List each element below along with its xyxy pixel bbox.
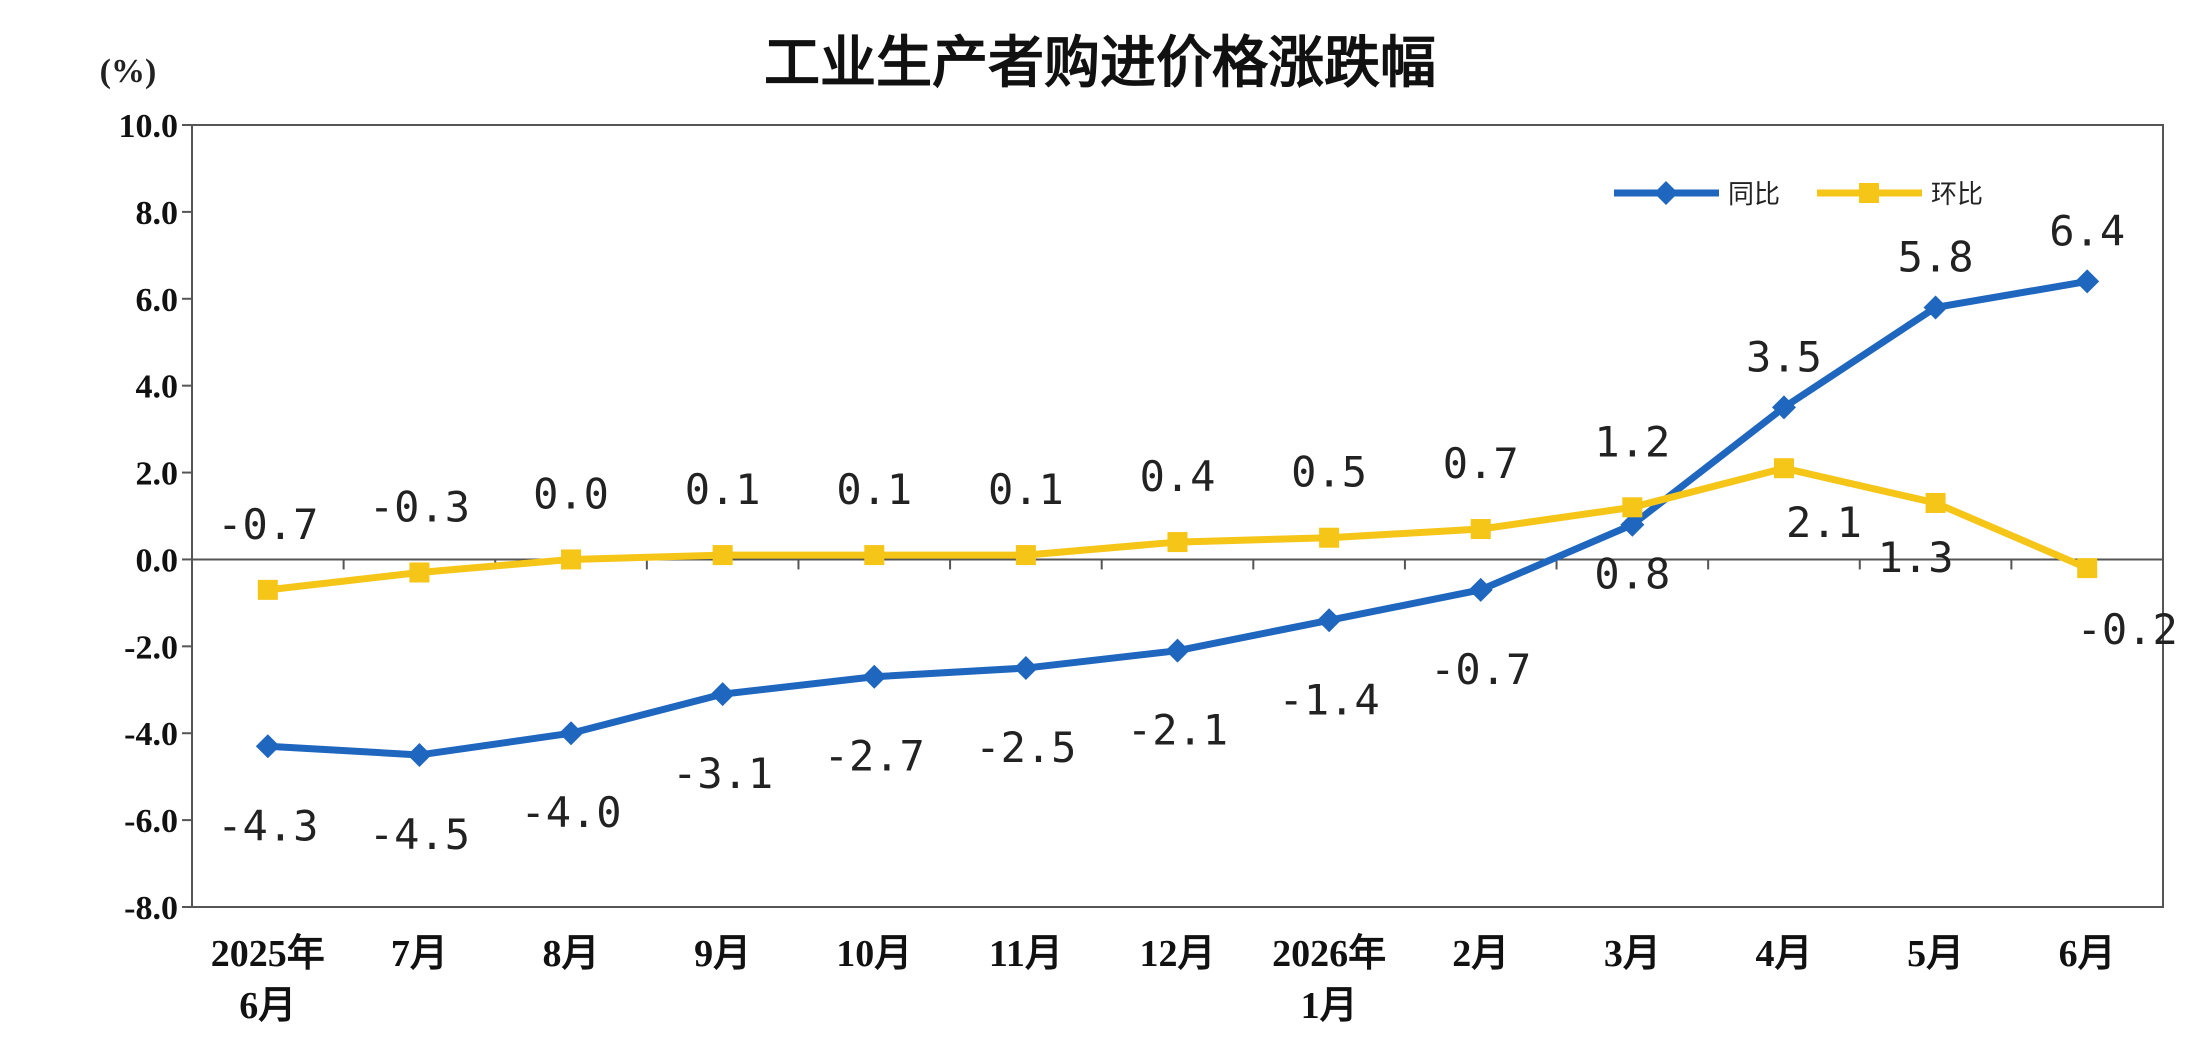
data-point-yoy bbox=[1620, 512, 1645, 537]
data-point-yoy bbox=[710, 682, 735, 707]
x-tick-label: 8月 bbox=[543, 933, 600, 975]
data-label-mom: 0.1 bbox=[685, 465, 761, 514]
plot-frame bbox=[191, 124, 2164, 908]
data-label-yoy: -1.4 bbox=[1279, 675, 1380, 724]
data-point-yoy bbox=[1468, 577, 1493, 602]
y-tick-label: 6.0 bbox=[136, 282, 179, 319]
data-label-yoy: 5.8 bbox=[1898, 232, 1974, 281]
data-point-yoy bbox=[1771, 395, 1796, 420]
x-tick-label: 1月 bbox=[1301, 985, 1358, 1027]
data-point-yoy bbox=[255, 734, 280, 759]
data-label-yoy: 0.8 bbox=[1594, 550, 1670, 599]
data-label-mom: -0.7 bbox=[217, 500, 318, 549]
data-point-mom bbox=[2077, 558, 2098, 579]
data-point-mom bbox=[561, 549, 582, 570]
legend: 同比 环比 bbox=[1614, 180, 1983, 210]
data-label-mom: -0.2 bbox=[2077, 605, 2178, 654]
x-tick-label: 10月 bbox=[836, 933, 912, 975]
y-tick-label: 0.0 bbox=[136, 542, 179, 579]
data-label-yoy: -4.5 bbox=[369, 810, 470, 859]
x-tick-label: 3月 bbox=[1604, 933, 1661, 975]
x-tick-label: 2025年 bbox=[211, 933, 325, 975]
data-point-yoy bbox=[1165, 638, 1190, 663]
data-point-yoy bbox=[1923, 295, 1948, 320]
data-point-mom bbox=[1015, 545, 1036, 566]
x-tick-label: 6月 bbox=[2059, 933, 2116, 975]
data-label-yoy: -2.1 bbox=[1127, 706, 1228, 755]
data-point-mom bbox=[409, 562, 430, 583]
y-tick-label: 4.0 bbox=[136, 369, 179, 406]
y-tick-label: 8.0 bbox=[136, 195, 179, 232]
data-label-mom: 0.1 bbox=[836, 465, 912, 514]
x-tick-label: 9月 bbox=[694, 933, 751, 975]
data-point-mom bbox=[1319, 527, 1340, 548]
legend-label-yoy: 同比 bbox=[1728, 180, 1780, 210]
data-label-yoy: -0.7 bbox=[1430, 645, 1531, 694]
legend-marker-yoy bbox=[1654, 181, 1678, 205]
data-point-mom bbox=[1773, 458, 1794, 479]
data-label-mom: 0.5 bbox=[1291, 448, 1367, 497]
x-tick-label: 2026年 bbox=[1272, 933, 1386, 975]
data-point-yoy bbox=[1013, 656, 1038, 681]
x-tick-label: 5月 bbox=[1907, 933, 1964, 975]
y-tick-label: 10.0 bbox=[119, 108, 179, 145]
data-point-yoy bbox=[559, 721, 584, 746]
data-label-mom: 2.1 bbox=[1786, 498, 1862, 547]
legend-label-mom: 环比 bbox=[1931, 180, 1983, 210]
legend-marker-mom bbox=[1859, 183, 1879, 203]
data-label-mom: 1.2 bbox=[1594, 417, 1670, 466]
data-point-yoy bbox=[2075, 269, 2100, 294]
data-label-yoy: 3.5 bbox=[1746, 332, 1822, 381]
x-tick-label: 12月 bbox=[1139, 933, 1215, 975]
data-label-mom: 0.7 bbox=[1443, 439, 1519, 488]
data-point-mom bbox=[257, 579, 278, 600]
x-tick-label: 2月 bbox=[1452, 933, 1509, 975]
data-point-yoy bbox=[407, 742, 432, 767]
data-point-mom bbox=[1925, 492, 1946, 513]
data-label-yoy: 6.4 bbox=[2049, 206, 2125, 255]
y-tick-label: 2.0 bbox=[136, 456, 179, 493]
x-tick-label: 6月 bbox=[239, 985, 296, 1027]
data-point-mom bbox=[712, 545, 733, 566]
y-tick-label: -8.0 bbox=[124, 890, 178, 927]
data-point-yoy bbox=[862, 664, 887, 689]
data-label-mom: 1.3 bbox=[1878, 533, 1954, 582]
chart-title: 工业生产者购进价格涨跌幅 bbox=[764, 31, 1436, 96]
data-point-mom bbox=[1470, 519, 1491, 540]
y-tick-label: -6.0 bbox=[124, 803, 178, 840]
data-point-mom bbox=[1622, 497, 1643, 518]
data-label-mom: 0.0 bbox=[533, 469, 609, 518]
data-point-mom bbox=[1167, 532, 1188, 553]
data-label-yoy: -2.7 bbox=[824, 732, 925, 781]
data-point-mom bbox=[864, 545, 885, 566]
x-tick-label: 4月 bbox=[1755, 933, 1812, 975]
data-label-yoy: -4.3 bbox=[217, 801, 318, 850]
data-label-yoy: -2.5 bbox=[975, 723, 1076, 772]
data-label-yoy: -4.0 bbox=[520, 788, 621, 837]
y-tick-label: -2.0 bbox=[124, 629, 178, 666]
x-tick-label: 7月 bbox=[391, 933, 448, 975]
data-point-yoy bbox=[1317, 608, 1342, 633]
data-label-mom: 0.1 bbox=[988, 465, 1064, 514]
x-tick-label: 11月 bbox=[989, 933, 1063, 975]
y-tick-label: -4.0 bbox=[124, 716, 178, 753]
y-axis-unit: (%) bbox=[100, 53, 157, 90]
data-label-mom: -0.3 bbox=[369, 482, 470, 531]
plot-area: 10.0 8.0 6.0 4.0 2.0 0.0 -2.0 -4.0 -6.0 -8.0 2025年… bbox=[119, 108, 2178, 1027]
data-label-mom: 0.4 bbox=[1140, 452, 1216, 501]
data-label-yoy: -3.1 bbox=[672, 749, 773, 798]
